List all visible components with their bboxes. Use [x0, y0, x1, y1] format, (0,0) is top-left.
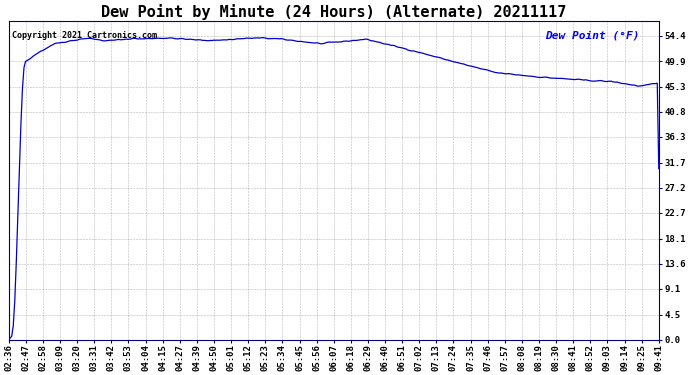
Text: Copyright 2021 Cartronics.com: Copyright 2021 Cartronics.com [12, 31, 157, 40]
Text: Dew Point (°F): Dew Point (°F) [545, 31, 639, 41]
Title: Dew Point by Minute (24 Hours) (Alternate) 20211117: Dew Point by Minute (24 Hours) (Alternat… [101, 4, 566, 20]
